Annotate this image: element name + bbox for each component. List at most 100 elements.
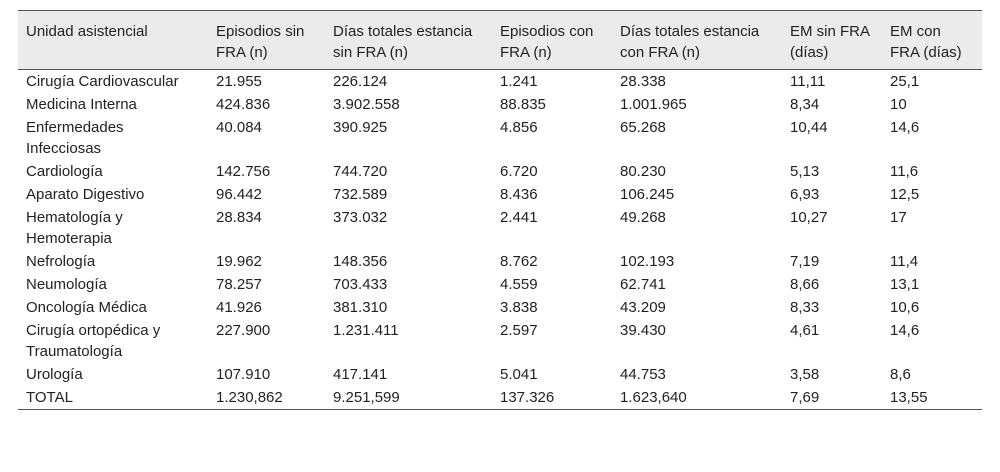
cell: 744.720 (333, 163, 388, 180)
cell: 11,4 (890, 253, 919, 270)
cell: 14,6 (890, 322, 920, 339)
table-row: Cirugía Cardiovascular 21.955 226.124 1.241… (18, 70, 982, 94)
cell: 11,6 (890, 163, 919, 180)
cell: 4.856 (500, 119, 538, 136)
cell: 28.834 (216, 209, 262, 226)
cell: 137.326 (500, 389, 555, 406)
row-label: Oncología Médica (26, 299, 147, 316)
header-cell: Días totales estancia con FRA (n) (620, 23, 760, 61)
row-label: Cirugía Cardiovascular (26, 73, 179, 90)
cell: 2.597 (500, 322, 538, 339)
row-label: Cardiología (26, 163, 103, 180)
cell: 9.251,599 (333, 389, 400, 406)
row-label: Cirugía ortopédica y Traumatología (26, 322, 161, 360)
cell: 732.589 (333, 186, 388, 203)
cell: 65.268 (620, 119, 666, 136)
header-cell: Episodios sin FRA (n) (216, 23, 305, 61)
table-header: Unidad asistencial Episodios sin FRA (n) D… (18, 10, 982, 70)
table-row: Hematología y Hemoterapia 28.834 373.032 2.… (18, 206, 982, 250)
table-row: Aparato Digestivo 96.442 732.589 8.436 106.2… (18, 183, 982, 206)
row-label: Medicina Interna (26, 96, 137, 113)
cell: 148.356 (333, 253, 388, 270)
cell: 5.041 (500, 366, 538, 383)
row-label: Enfermedades Infecciosas (26, 119, 124, 157)
table-row: Cardiología 142.756 744.720 6.720 80.230 5,13… (18, 160, 982, 183)
cell: 12,5 (890, 186, 920, 203)
row-label: TOTAL (26, 389, 73, 406)
cell: 2.441 (500, 209, 538, 226)
cell: 6,93 (790, 186, 820, 203)
header-cell: Días totales estancia sin FRA (n) (333, 23, 473, 61)
row-label: Aparato Digestivo (26, 186, 145, 203)
cell: 4.559 (500, 276, 538, 293)
cell: 703.433 (333, 276, 388, 293)
cell: 142.756 (216, 163, 271, 180)
cell: 25,1 (890, 73, 920, 90)
row-label: Neumología (26, 276, 107, 293)
cell: 417.141 (333, 366, 388, 383)
table-row: Nefrología 19.962 148.356 8.762 102.193 7,19 1… (18, 250, 982, 273)
cell: 10 (890, 96, 907, 113)
cell: 1.231.411 (333, 322, 399, 339)
cell: 390.925 (333, 119, 388, 136)
cell: 8,34 (790, 96, 820, 113)
cell: 6.720 (500, 163, 538, 180)
cell: 13,55 (890, 389, 928, 406)
cell: 44.753 (620, 366, 666, 383)
cell: 43.209 (620, 299, 666, 316)
cell: 21.955 (216, 73, 262, 90)
table-row: Urología 107.910 417.141 5.041 44.753 3,58 8,6 (18, 363, 982, 386)
cell: 8.436 (500, 186, 538, 203)
cell: 96.442 (216, 186, 262, 203)
cell: 107.910 (216, 366, 271, 383)
table-body: Cirugía Cardiovascular 21.955 226.124 1.241… (18, 70, 982, 410)
cell: 40.084 (216, 119, 262, 136)
cell: 1.230,862 (216, 389, 283, 406)
header-cell: Episodios con FRA (n) (500, 23, 594, 61)
header-row: Unidad asistencial Episodios sin FRA (n) D… (18, 10, 982, 70)
cell: 10,27 (790, 209, 828, 226)
cell: 14,6 (890, 119, 920, 136)
table-row: Medicina Interna 424.836 3.902.558 88.835 1.… (18, 93, 982, 116)
cell: 1.001.965 (620, 96, 687, 113)
cell: 8,33 (790, 299, 820, 316)
cell: 424.836 (216, 96, 271, 113)
cell: 106.245 (620, 186, 675, 203)
cell: 3,58 (790, 366, 820, 383)
cell: 7,19 (790, 253, 820, 270)
cell: 10,44 (790, 119, 828, 136)
cell: 80.230 (620, 163, 666, 180)
row-label: Urología (26, 366, 83, 383)
cell: 8,66 (790, 276, 820, 293)
cell: 1.241 (500, 73, 538, 90)
cell: 28.338 (620, 73, 666, 90)
cell: 1.623,640 (620, 389, 687, 406)
table-row: Oncología Médica 41.926 381.310 3.838 43.209… (18, 296, 982, 319)
header-cell: EM con FRA (días) (890, 23, 962, 61)
cell: 8.762 (500, 253, 538, 270)
cell: 381.310 (333, 299, 388, 316)
cell: 49.268 (620, 209, 666, 226)
cell: 41.926 (216, 299, 262, 316)
table-row: TOTAL 1.230,862 9.251,599 137.326 1.623,640 7… (18, 386, 982, 410)
cell: 17 (890, 209, 907, 226)
cell: 226.124 (333, 73, 388, 90)
header-cell: Unidad asistencial (26, 23, 148, 40)
cell: 88.835 (500, 96, 546, 113)
cell: 10,6 (890, 299, 920, 316)
data-table: Unidad asistencial Episodios sin FRA (n) D… (18, 10, 982, 410)
cell: 227.900 (216, 322, 271, 339)
cell: 7,69 (790, 389, 820, 406)
table-row: Enfermedades Infecciosas 40.084 390.925 4.8… (18, 116, 982, 160)
cell: 3.838 (500, 299, 538, 316)
table-row: Cirugía ortopédica y Traumatología 227.90… (18, 319, 982, 363)
table-row: Neumología 78.257 703.433 4.559 62.741 8,66 13… (18, 273, 982, 296)
cell: 8,6 (890, 366, 911, 383)
cell: 3.902.558 (333, 96, 400, 113)
cell: 4,61 (790, 322, 820, 339)
cell: 102.193 (620, 253, 675, 270)
cell: 373.032 (333, 209, 388, 226)
row-label: Nefrología (26, 253, 96, 270)
row-label: Hematología y Hemoterapia (26, 209, 123, 247)
